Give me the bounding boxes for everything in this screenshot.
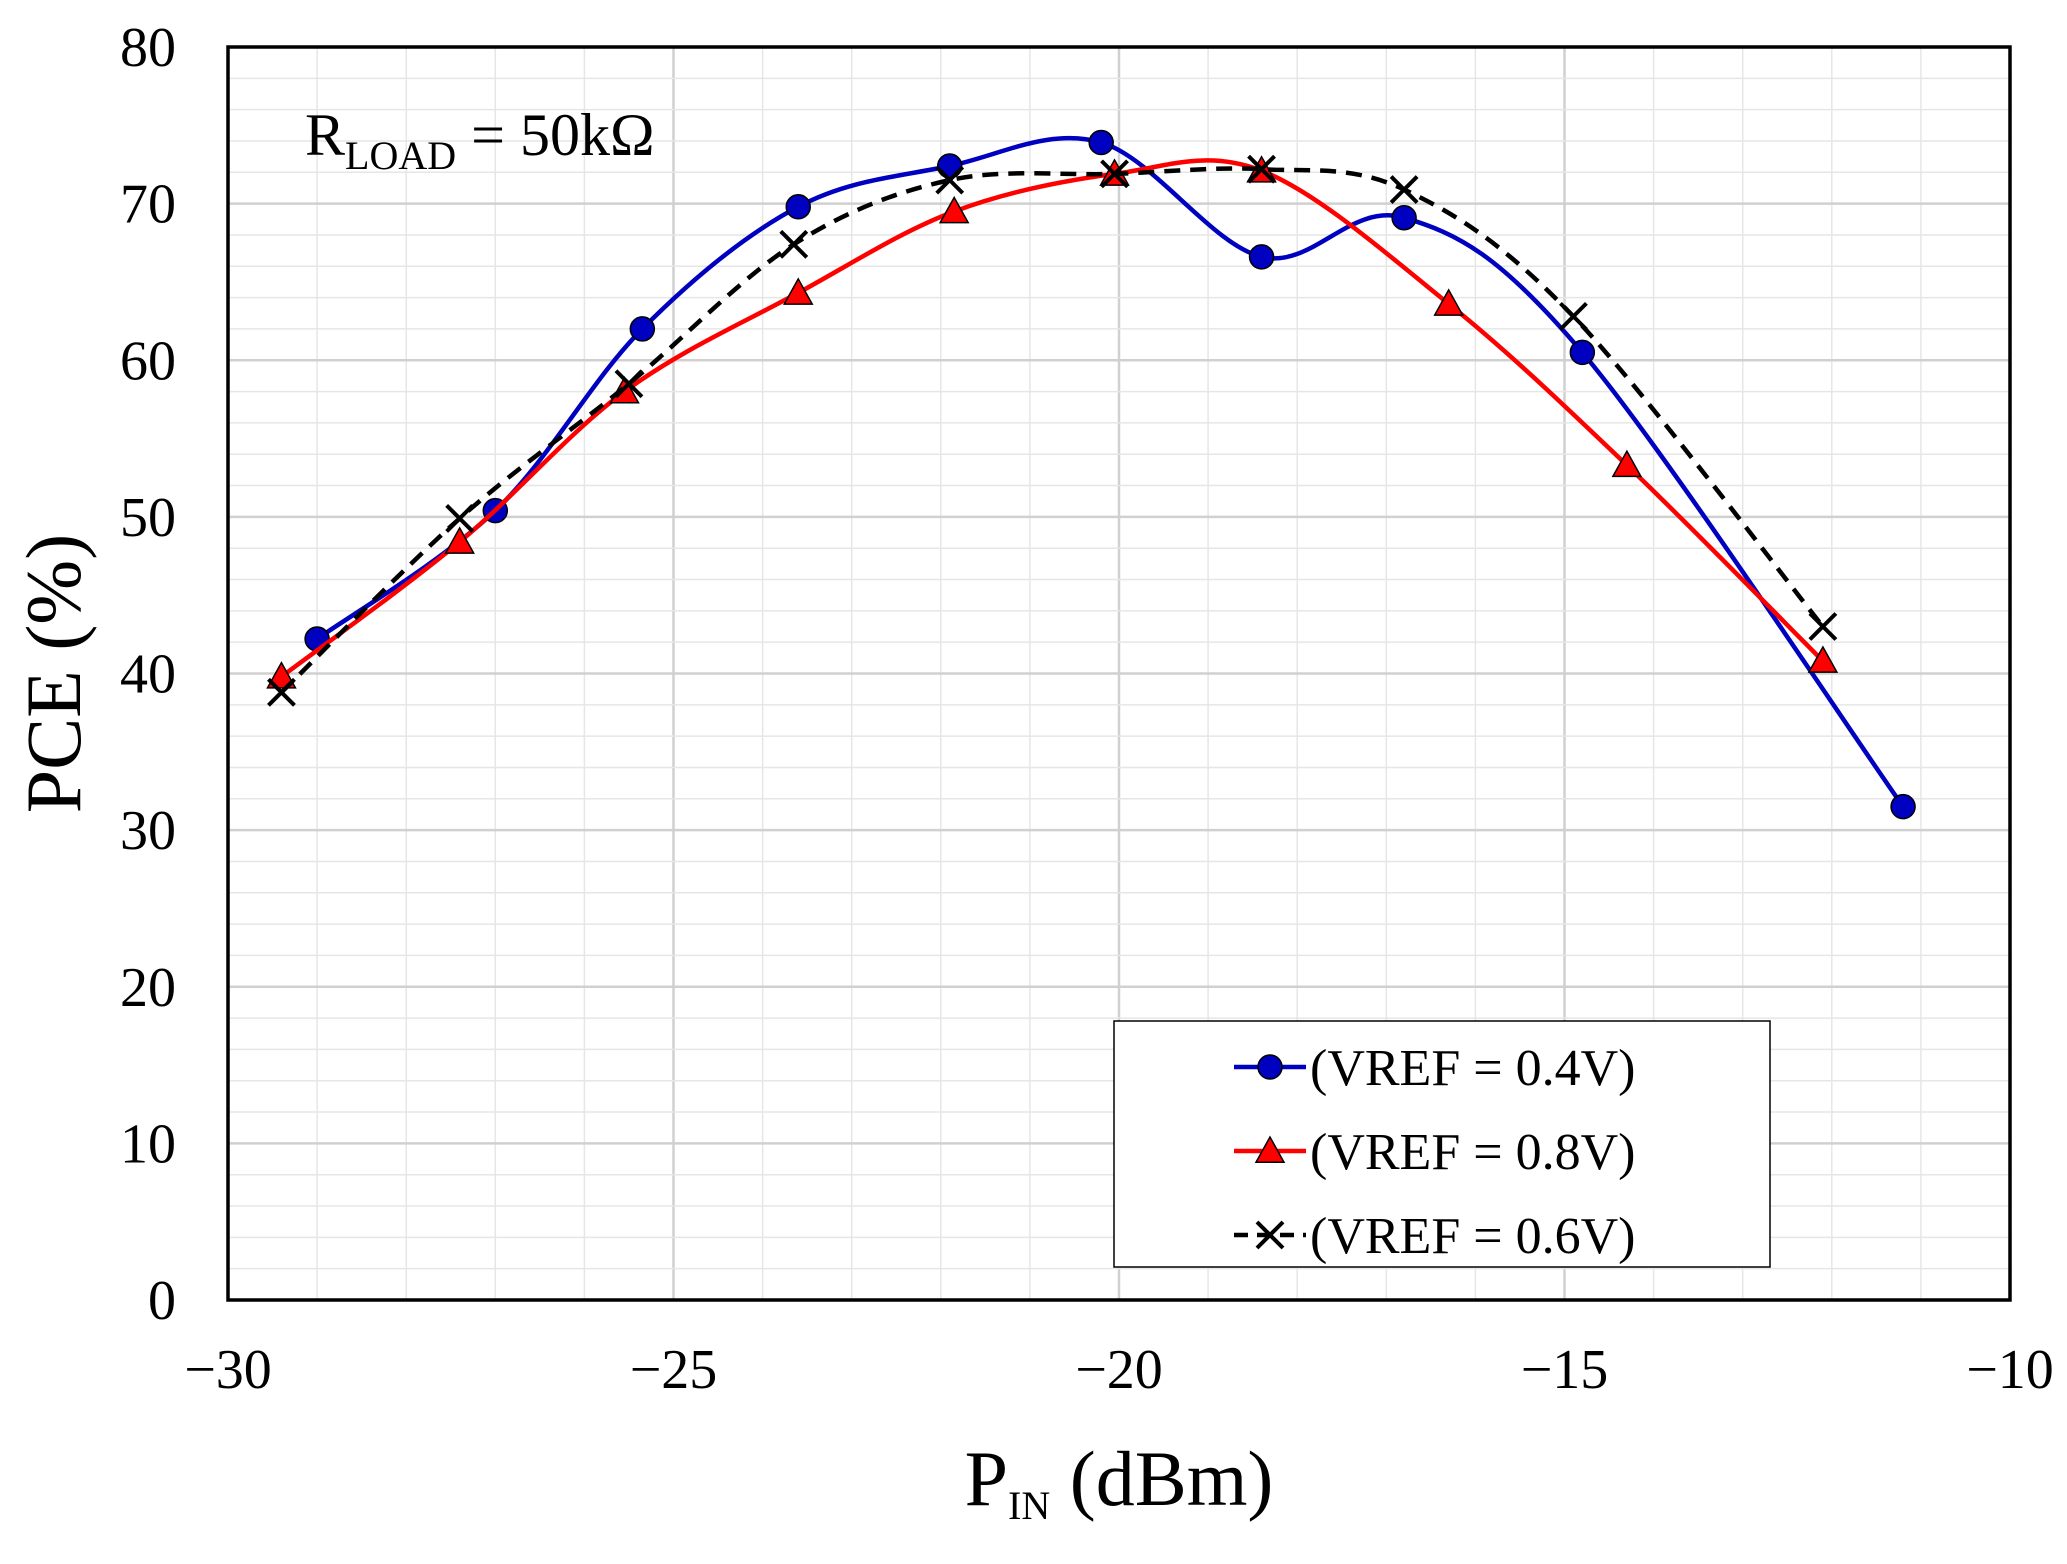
data-point-vref-0-6v bbox=[1558, 301, 1588, 331]
legend-marker-vref-0-6v-stroke-b bbox=[1255, 1220, 1285, 1250]
data-point-vref-0-8v bbox=[938, 195, 970, 224]
legend-label-vref-0-8v: (VREF = 0.8V) bbox=[1310, 1124, 1635, 1181]
rload-sub: LOAD bbox=[345, 133, 456, 178]
series-layer bbox=[266, 129, 1916, 820]
x-axis-title-main: P bbox=[965, 1435, 1008, 1522]
tick-labels: −30 −25 −20 −15 −10 0 10 20 30 40 50 60 70 80 bbox=[120, 17, 2054, 1401]
rload-main: R bbox=[305, 102, 345, 168]
legend-label-vref-0-4v: (VREF = 0.4V) bbox=[1310, 1040, 1635, 1097]
y-tick-label: 0 bbox=[148, 1270, 176, 1332]
rload-rest: = 50kΩ bbox=[456, 102, 654, 168]
y-tick-label: 70 bbox=[120, 174, 176, 236]
x-tick-label: −30 bbox=[184, 1339, 272, 1401]
data-point-vref-0-6v-stroke-b bbox=[445, 504, 475, 533]
x-tick-label: −10 bbox=[1966, 1339, 2054, 1401]
y-tick-label: 60 bbox=[120, 330, 176, 392]
x-tick-label: −20 bbox=[1075, 1339, 1163, 1401]
data-point-vref-0-8v bbox=[266, 661, 297, 689]
legend-marker-vref-0-8v bbox=[1254, 1135, 1286, 1163]
x-axis-title-sub: IN bbox=[1008, 1483, 1050, 1528]
data-point-vref-0-6v-stroke-b bbox=[267, 677, 296, 707]
data-point-vref-0-6v-stroke-b bbox=[1247, 154, 1276, 184]
data-point-vref-0-4v bbox=[1248, 244, 1275, 270]
legend-marker-vref-0-6v bbox=[1255, 1220, 1285, 1250]
data-point-vref-0-6v bbox=[267, 677, 296, 707]
data-point-vref-0-8v bbox=[1433, 288, 1464, 316]
x-axis-title: PIN (dBm) bbox=[965, 1435, 1274, 1528]
data-point-vref-0-6v-stroke-b bbox=[1389, 175, 1419, 204]
data-point-vref-0-6v-stroke-b bbox=[1100, 159, 1129, 189]
data-point-vref-0-4v bbox=[629, 316, 656, 342]
y-tick-label: 30 bbox=[120, 800, 176, 862]
legend-label-vref-0-6v: (VREF = 0.6V) bbox=[1310, 1208, 1635, 1265]
data-point-vref-0-4v bbox=[1391, 204, 1417, 231]
y-tick-label: 50 bbox=[120, 487, 176, 549]
data-point-vref-0-6v-stroke-b bbox=[614, 369, 644, 399]
y-tick-label: 40 bbox=[120, 644, 176, 706]
data-point-vref-0-4v bbox=[1569, 339, 1596, 366]
data-point-vref-0-8v bbox=[1611, 449, 1643, 478]
data-point-vref-0-6v-stroke-b bbox=[935, 165, 965, 195]
legend: (VREF = 0.4V) (VREF = 0.8V) (VREF = 0.6V) bbox=[1113, 1020, 1771, 1268]
data-point-vref-0-6v bbox=[935, 165, 965, 195]
rload-annotation: RLOAD = 50kΩ bbox=[305, 102, 655, 178]
data-point-vref-0-6v bbox=[1247, 154, 1276, 184]
x-tick-label: −15 bbox=[1521, 1339, 1609, 1401]
x-tick-label: −25 bbox=[630, 1339, 718, 1401]
data-point-vref-0-6v-stroke-b bbox=[779, 229, 809, 259]
legend-box bbox=[1113, 1020, 1771, 1268]
data-point-vref-0-4v bbox=[785, 194, 811, 220]
series-line-vref-0-4v bbox=[315, 135, 1905, 808]
y-axis-title: PCE (%) bbox=[10, 534, 97, 813]
data-point-vref-0-6v bbox=[445, 504, 475, 533]
data-point-vref-0-6v bbox=[614, 369, 644, 399]
data-point-vref-0-8v bbox=[1807, 645, 1839, 673]
y-tick-label: 80 bbox=[120, 17, 176, 79]
data-point-vref-0-6v bbox=[1100, 159, 1129, 189]
data-point-vref-0-6v-stroke-b bbox=[1558, 301, 1588, 331]
plot-frame bbox=[226, 45, 2012, 1302]
data-point-vref-0-6v bbox=[1808, 612, 1838, 641]
series-line-vref-0-6v bbox=[279, 166, 1825, 694]
data-point-vref-0-4v bbox=[1890, 793, 1916, 820]
legend-marker-vref-0-4v bbox=[1257, 1054, 1283, 1080]
data-point-vref-0-6v-stroke-b bbox=[1808, 612, 1838, 641]
x-axis-title-rest: (dBm) bbox=[1050, 1435, 1273, 1522]
data-point-vref-0-6v bbox=[779, 229, 809, 259]
data-point-vref-0-6v bbox=[1389, 175, 1419, 204]
data-point-vref-0-8v bbox=[444, 526, 475, 554]
data-point-vref-0-4v bbox=[1088, 129, 1114, 156]
data-point-vref-0-8v bbox=[782, 277, 814, 305]
y-tick-label: 10 bbox=[120, 1113, 176, 1175]
y-tick-label: 20 bbox=[120, 957, 176, 1019]
series-line-vref-0-8v bbox=[280, 158, 1825, 679]
